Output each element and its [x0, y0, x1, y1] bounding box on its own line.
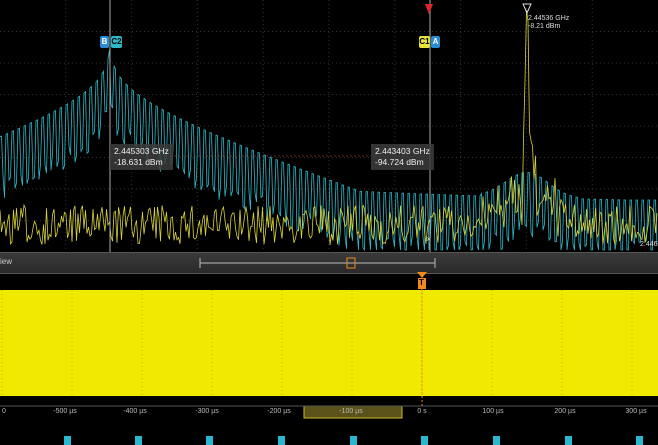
trigger-t-label: T	[419, 278, 424, 287]
bottom-marker	[350, 436, 357, 445]
time-tick-label: -500 µs	[53, 408, 77, 415]
cursor-b-frequency: 2.445303 GHz	[114, 146, 169, 156]
bottom-marker	[135, 436, 142, 445]
edge-frequency-label: 2.446	[640, 241, 658, 248]
time-tick-label: 300 µs	[625, 408, 647, 415]
cursor-a-badge[interactable]: A	[431, 36, 440, 48]
cursor-b-amplitude: -18.631 dBm	[114, 157, 163, 167]
peak-marker-readout: 2.44536 GHz -8.21 dBm	[528, 15, 569, 31]
cursor-b-readout: 2.445303 GHz -18.631 dBm	[110, 144, 173, 170]
time-tick-label: -100 µs	[339, 408, 363, 415]
peak-marker-frequency: 2.44536 GHz	[528, 15, 570, 22]
bottom-marker	[278, 436, 285, 445]
time-tick-label: -400 µs	[123, 408, 147, 415]
cursor-c2-badge[interactable]: C2	[111, 36, 122, 48]
cursor-a-amplitude: -94.724 dBm	[375, 157, 424, 167]
spectrum-view[interactable]: ×	[0, 0, 658, 252]
cursor-a-frequency: 2.443403 GHz	[375, 146, 430, 156]
time-grid	[1, 290, 633, 396]
time-tick-label: 100 µs	[482, 408, 504, 415]
time-tick-label: 0	[2, 408, 6, 415]
cursor-b-badge[interactable]: B	[100, 36, 109, 48]
time-tick-label: 200 µs	[554, 408, 576, 415]
trigger-t-badge[interactable]	[418, 278, 426, 289]
trigger-arrow-icon[interactable]	[417, 272, 427, 278]
zoom-overview-bar[interactable]: iew	[0, 252, 658, 274]
cursor-a-x-icon: ×	[426, 234, 431, 244]
time-tick-label: -200 µs	[267, 408, 291, 415]
bottom-marker	[421, 436, 428, 445]
trigger-marker-icon[interactable]	[425, 4, 433, 14]
bottom-marker	[206, 436, 213, 445]
time-tick-label: 0 s	[417, 408, 427, 415]
peak-marker-amplitude: -8.21 dBm	[528, 23, 561, 30]
overview-label: iew	[0, 257, 13, 266]
bottom-marker	[64, 436, 71, 445]
peak-marker-icon[interactable]	[522, 3, 532, 15]
cursor-c1-badge[interactable]: C1	[419, 36, 430, 48]
bottom-marker	[565, 436, 572, 445]
cursor-a-readout: 2.443403 GHz -94.724 dBm	[371, 144, 434, 170]
bottom-marker	[493, 436, 500, 445]
time-domain-overlay	[0, 272, 658, 419]
zoom-window-bracket[interactable]	[0, 253, 658, 273]
yellow-time-trace	[0, 290, 658, 396]
time-tick-label: -300 µs	[195, 408, 219, 415]
bottom-marker	[636, 436, 643, 445]
